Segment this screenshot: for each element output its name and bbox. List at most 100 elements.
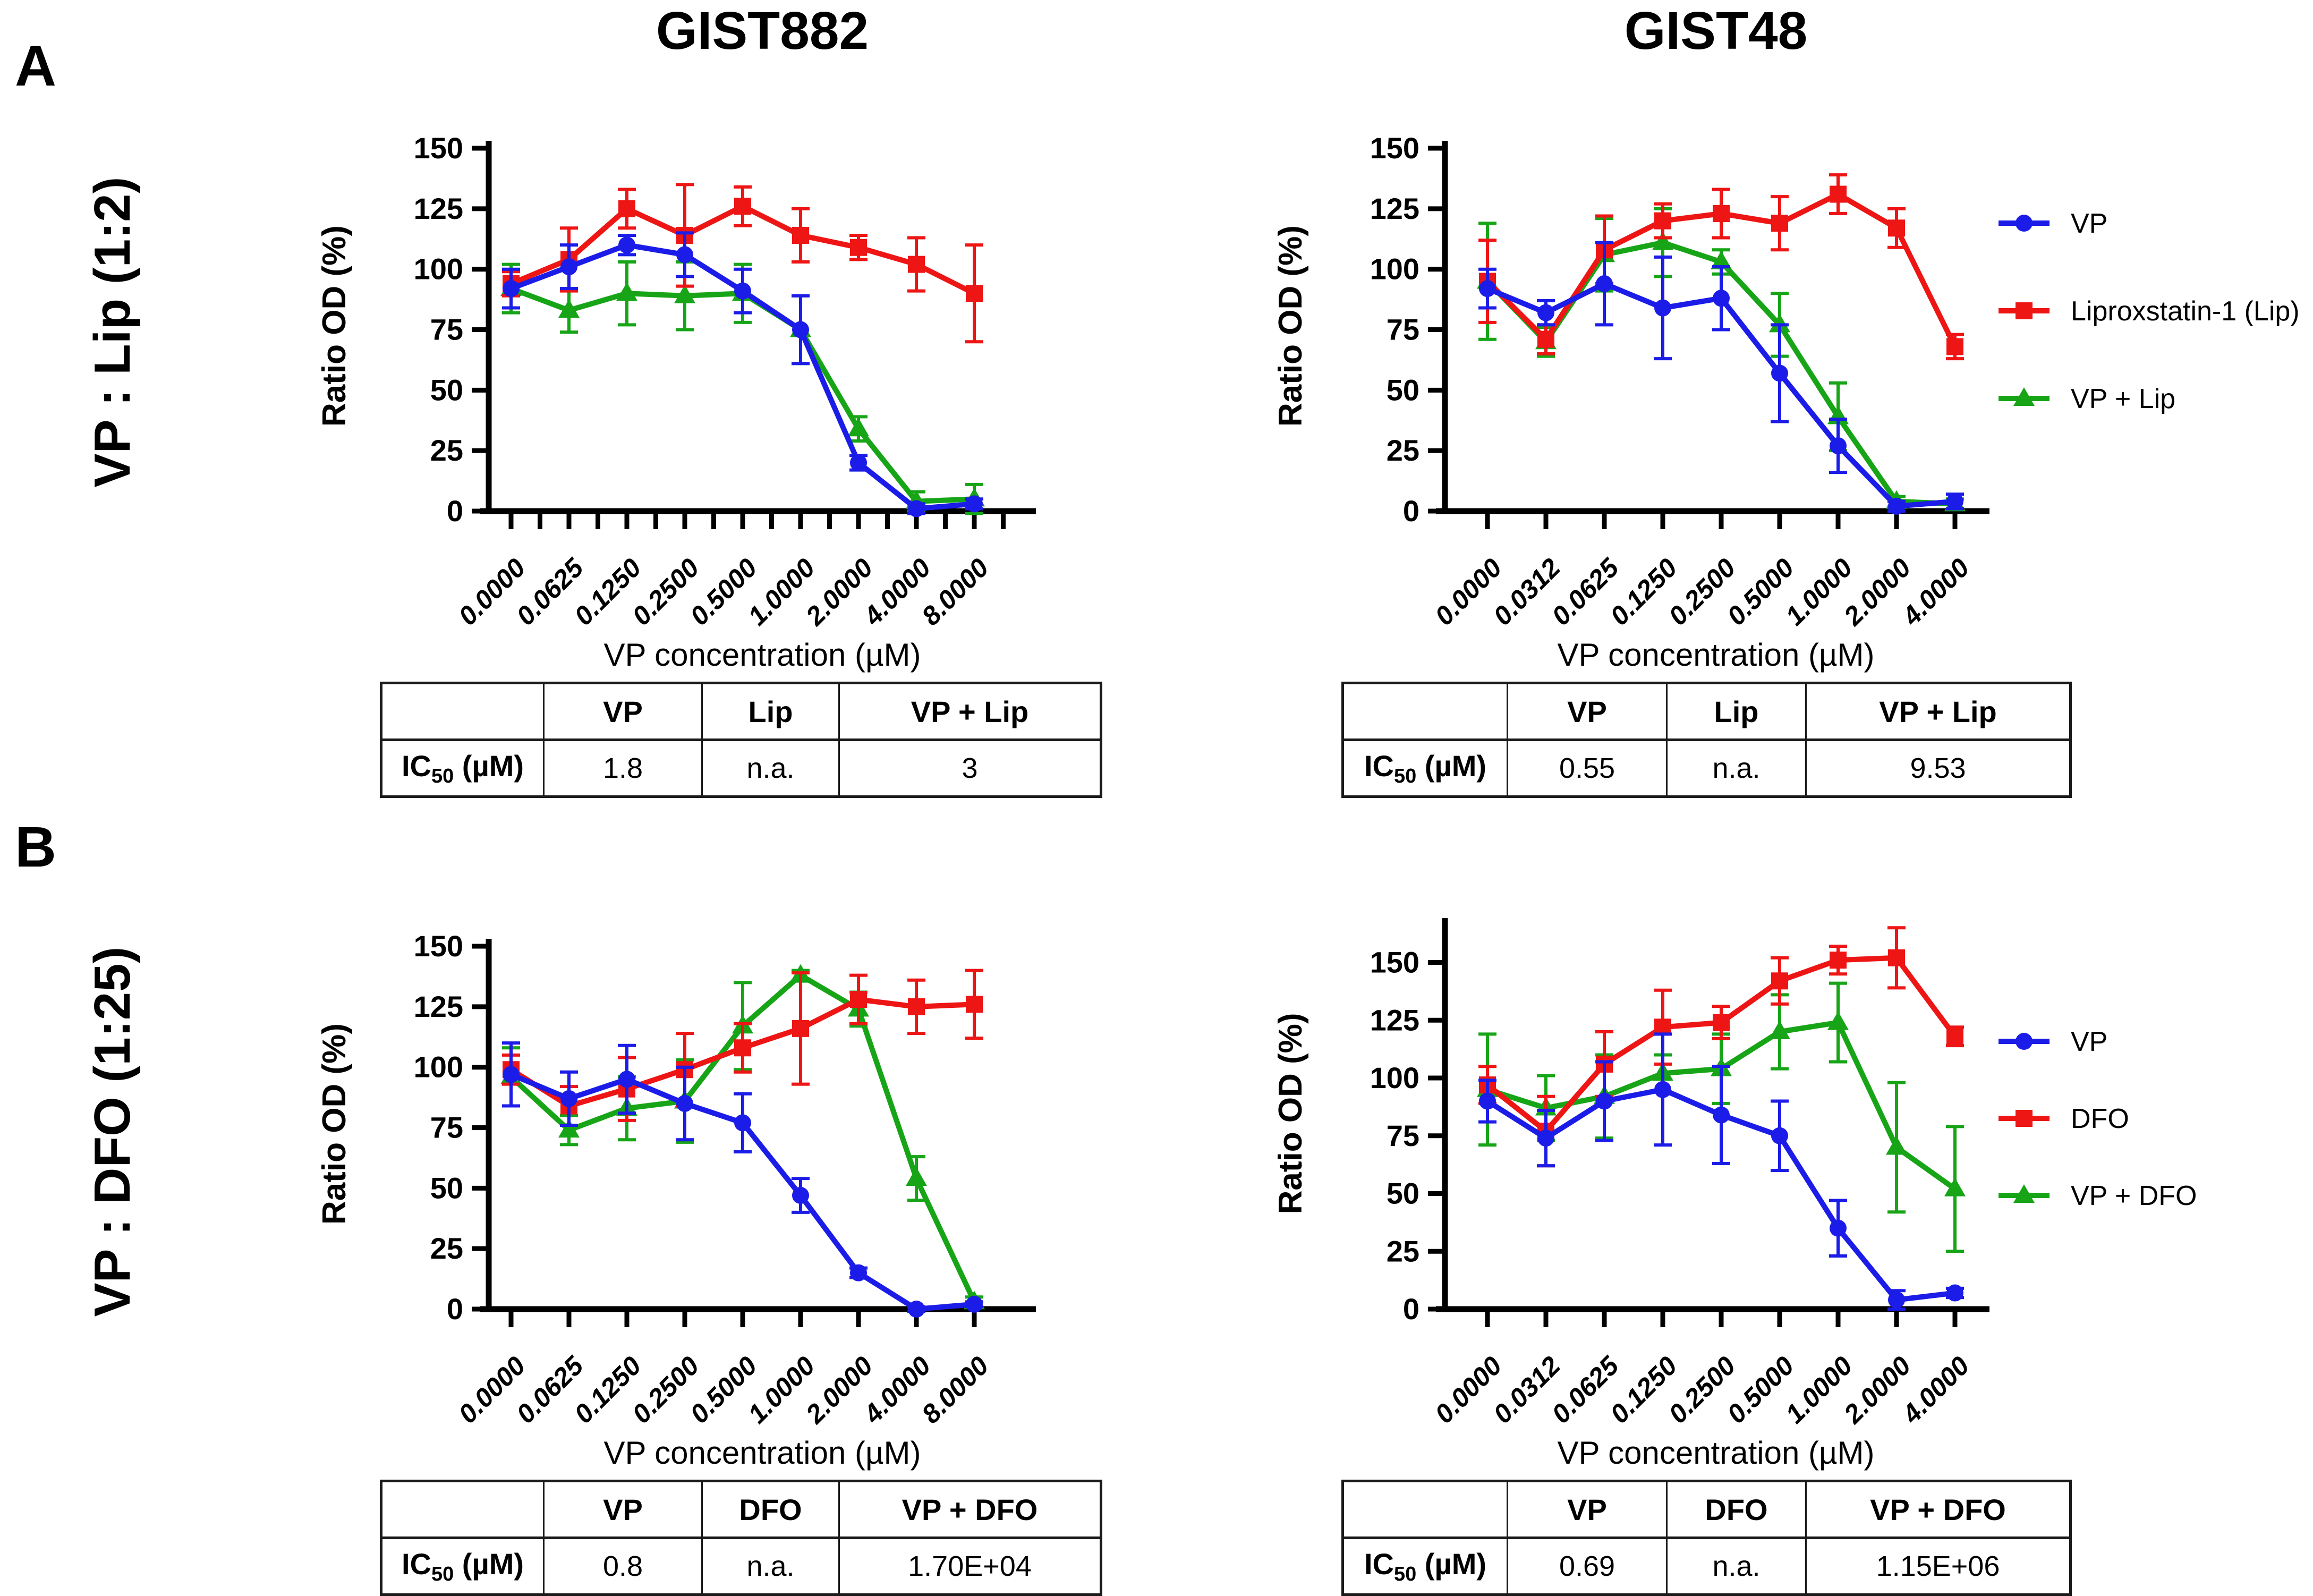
y-tick-label: 100	[414, 1050, 463, 1084]
data-point-marker	[1771, 364, 1788, 382]
ic50-value-lip: n.a.	[701, 739, 840, 797]
y-tick-label: 150	[1370, 131, 1419, 165]
x-tick-label: 4.0000	[1896, 1351, 1975, 1430]
ic50-table-gist48-dfo: VP DFO VP + DFO IC50 (µM) 0.69 n.a. 1.15…	[1341, 1480, 2072, 1596]
data-point-marker	[908, 256, 925, 273]
y-tick-label: 125	[414, 192, 463, 225]
data-point-marker	[734, 1114, 751, 1132]
y-tick-label: 25	[1387, 434, 1419, 467]
y-tick-label: 50	[430, 373, 463, 406]
data-point-marker	[908, 998, 925, 1015]
data-point-marker	[1537, 1130, 1554, 1147]
x-tick-label: 0.5000	[1721, 553, 1800, 631]
table-corner-cell	[380, 682, 545, 741]
series-vp	[1478, 1032, 1964, 1311]
data-point-marker	[1596, 1092, 1613, 1110]
y-tick-label: 75	[430, 313, 463, 346]
y-tick-label: 25	[1387, 1234, 1419, 1268]
y-axis-title: Ratio OD (%)	[316, 225, 353, 427]
y-tick-label: 0	[447, 1292, 463, 1326]
x-tick-label: 4.0000	[857, 553, 937, 632]
y-tick-label: 75	[1387, 313, 1419, 346]
table-row: IC50 (µM) 0.69 n.a. 1.15E+06	[1342, 1537, 2071, 1595]
data-point-marker	[1537, 330, 1554, 348]
ic50-value-vp-dfo: 1.15E+06	[1805, 1537, 2071, 1595]
legend-marker-triangle-icon	[2013, 387, 2035, 406]
legend-item-label: DFO	[2071, 1103, 2129, 1134]
y-tick-label: 25	[430, 1232, 463, 1265]
data-point-marker	[1888, 949, 1905, 966]
x-axis-title: VP concentration (µM)	[603, 1435, 921, 1471]
x-tick-label: 1.0000	[1780, 553, 1858, 631]
y-tick-label: 75	[430, 1111, 463, 1144]
table-header-vp-dfo: VP + DFO	[1805, 1480, 2071, 1539]
x-tick-label: 1.0000	[1780, 1351, 1858, 1429]
legend-item-label: VP	[2071, 1026, 2107, 1057]
table-row: VP DFO VP + DFO	[1342, 1480, 2071, 1539]
y-tick-label: 50	[430, 1171, 463, 1204]
chart-gist882-panel-b: 02550751001251500.00000.06250.12500.2500…	[316, 929, 1036, 1471]
x-tick-label: 0.1250	[1604, 1351, 1683, 1429]
legend-item-label: VP + Lip	[2071, 384, 2175, 414]
data-point-marker	[1479, 1092, 1496, 1110]
data-point-marker	[1713, 1014, 1730, 1031]
data-point-marker	[1654, 212, 1671, 230]
y-tick-label: 75	[1387, 1119, 1419, 1152]
legend: VP DFO VP + DFO	[1999, 1026, 2197, 1211]
y-tick-label: 25	[430, 434, 463, 467]
data-point-marker	[676, 1094, 693, 1112]
data-point-marker	[1769, 1021, 1790, 1039]
data-point-marker	[618, 236, 635, 254]
series-liproxstatin-1-lip-	[502, 183, 983, 344]
data-point-marker	[734, 1039, 751, 1057]
data-point-marker	[1946, 1284, 1963, 1302]
data-point-marker	[966, 1295, 983, 1313]
data-point-marker	[1827, 1011, 1849, 1030]
data-point-marker	[1886, 1136, 1907, 1155]
y-tick-label: 150	[414, 131, 463, 165]
chart-gist48-panel-b: 02550751001251500.00000.03120.06250.1250…	[1272, 918, 2197, 1471]
data-point-marker	[966, 996, 983, 1013]
legend-item-label: VP + DFO	[2071, 1181, 2197, 1211]
y-tick-label: 150	[1370, 946, 1419, 979]
table-row: IC50 (µM) 0.8 n.a. 1.70E+04	[380, 1537, 1102, 1595]
data-point-marker	[1771, 215, 1788, 232]
chart-gist882-panel-a: 02550751001251500.00000.06250.12500.2500…	[316, 131, 1036, 673]
table-header-dfo: DFO	[701, 1480, 840, 1539]
table-header-vp: VP	[1507, 1480, 1668, 1539]
x-tick-label: 8.0000	[916, 553, 994, 631]
legend-item-label: VP	[2071, 208, 2107, 239]
y-tick-label: 125	[1370, 1003, 1419, 1037]
data-point-marker	[1654, 299, 1671, 317]
data-point-marker	[560, 1090, 577, 1107]
data-point-marker	[966, 495, 983, 513]
x-axis-title: VP concentration (µM)	[1557, 1435, 1874, 1471]
panel-label-b: B	[15, 814, 56, 879]
x-tick-label: 2.0000	[1838, 553, 1917, 632]
data-point-marker	[850, 991, 867, 1008]
data-point-marker	[792, 1020, 809, 1037]
data-point-marker	[1771, 972, 1788, 990]
ic50-value-vp-dfo: 1.70E+04	[838, 1537, 1102, 1595]
data-point-marker	[792, 226, 809, 244]
table-header-vp: VP	[543, 1480, 703, 1539]
ic50-row-label: IC50 (µM)	[380, 739, 545, 797]
panel-label-a: A	[15, 33, 56, 98]
table-header-vp-lip: VP + Lip	[838, 682, 1102, 741]
table-row: IC50 (µM) 0.55 n.a. 9.53	[1342, 739, 2071, 797]
data-point-marker	[676, 246, 693, 264]
table-header-vp: VP	[543, 682, 703, 741]
y-axis-title: Ratio OD (%)	[316, 1023, 353, 1225]
data-point-marker	[558, 1119, 580, 1138]
data-point-marker	[1946, 493, 1963, 510]
ic50-row-label: IC50 (µM)	[380, 1537, 545, 1595]
legend-item-label: Liproxstatin-1 (Lip)	[2071, 296, 2300, 327]
table-row: VP Lip VP + Lip	[380, 682, 1102, 741]
data-point-marker	[850, 239, 867, 256]
data-point-marker	[908, 500, 925, 517]
data-point-marker	[848, 418, 869, 437]
y-axis-title: Ratio OD (%)	[1272, 225, 1309, 427]
x-tick-label: 0.5000	[1721, 1351, 1800, 1429]
data-point-marker	[792, 1187, 809, 1204]
table-row: VP Lip VP + Lip	[1342, 682, 2071, 741]
